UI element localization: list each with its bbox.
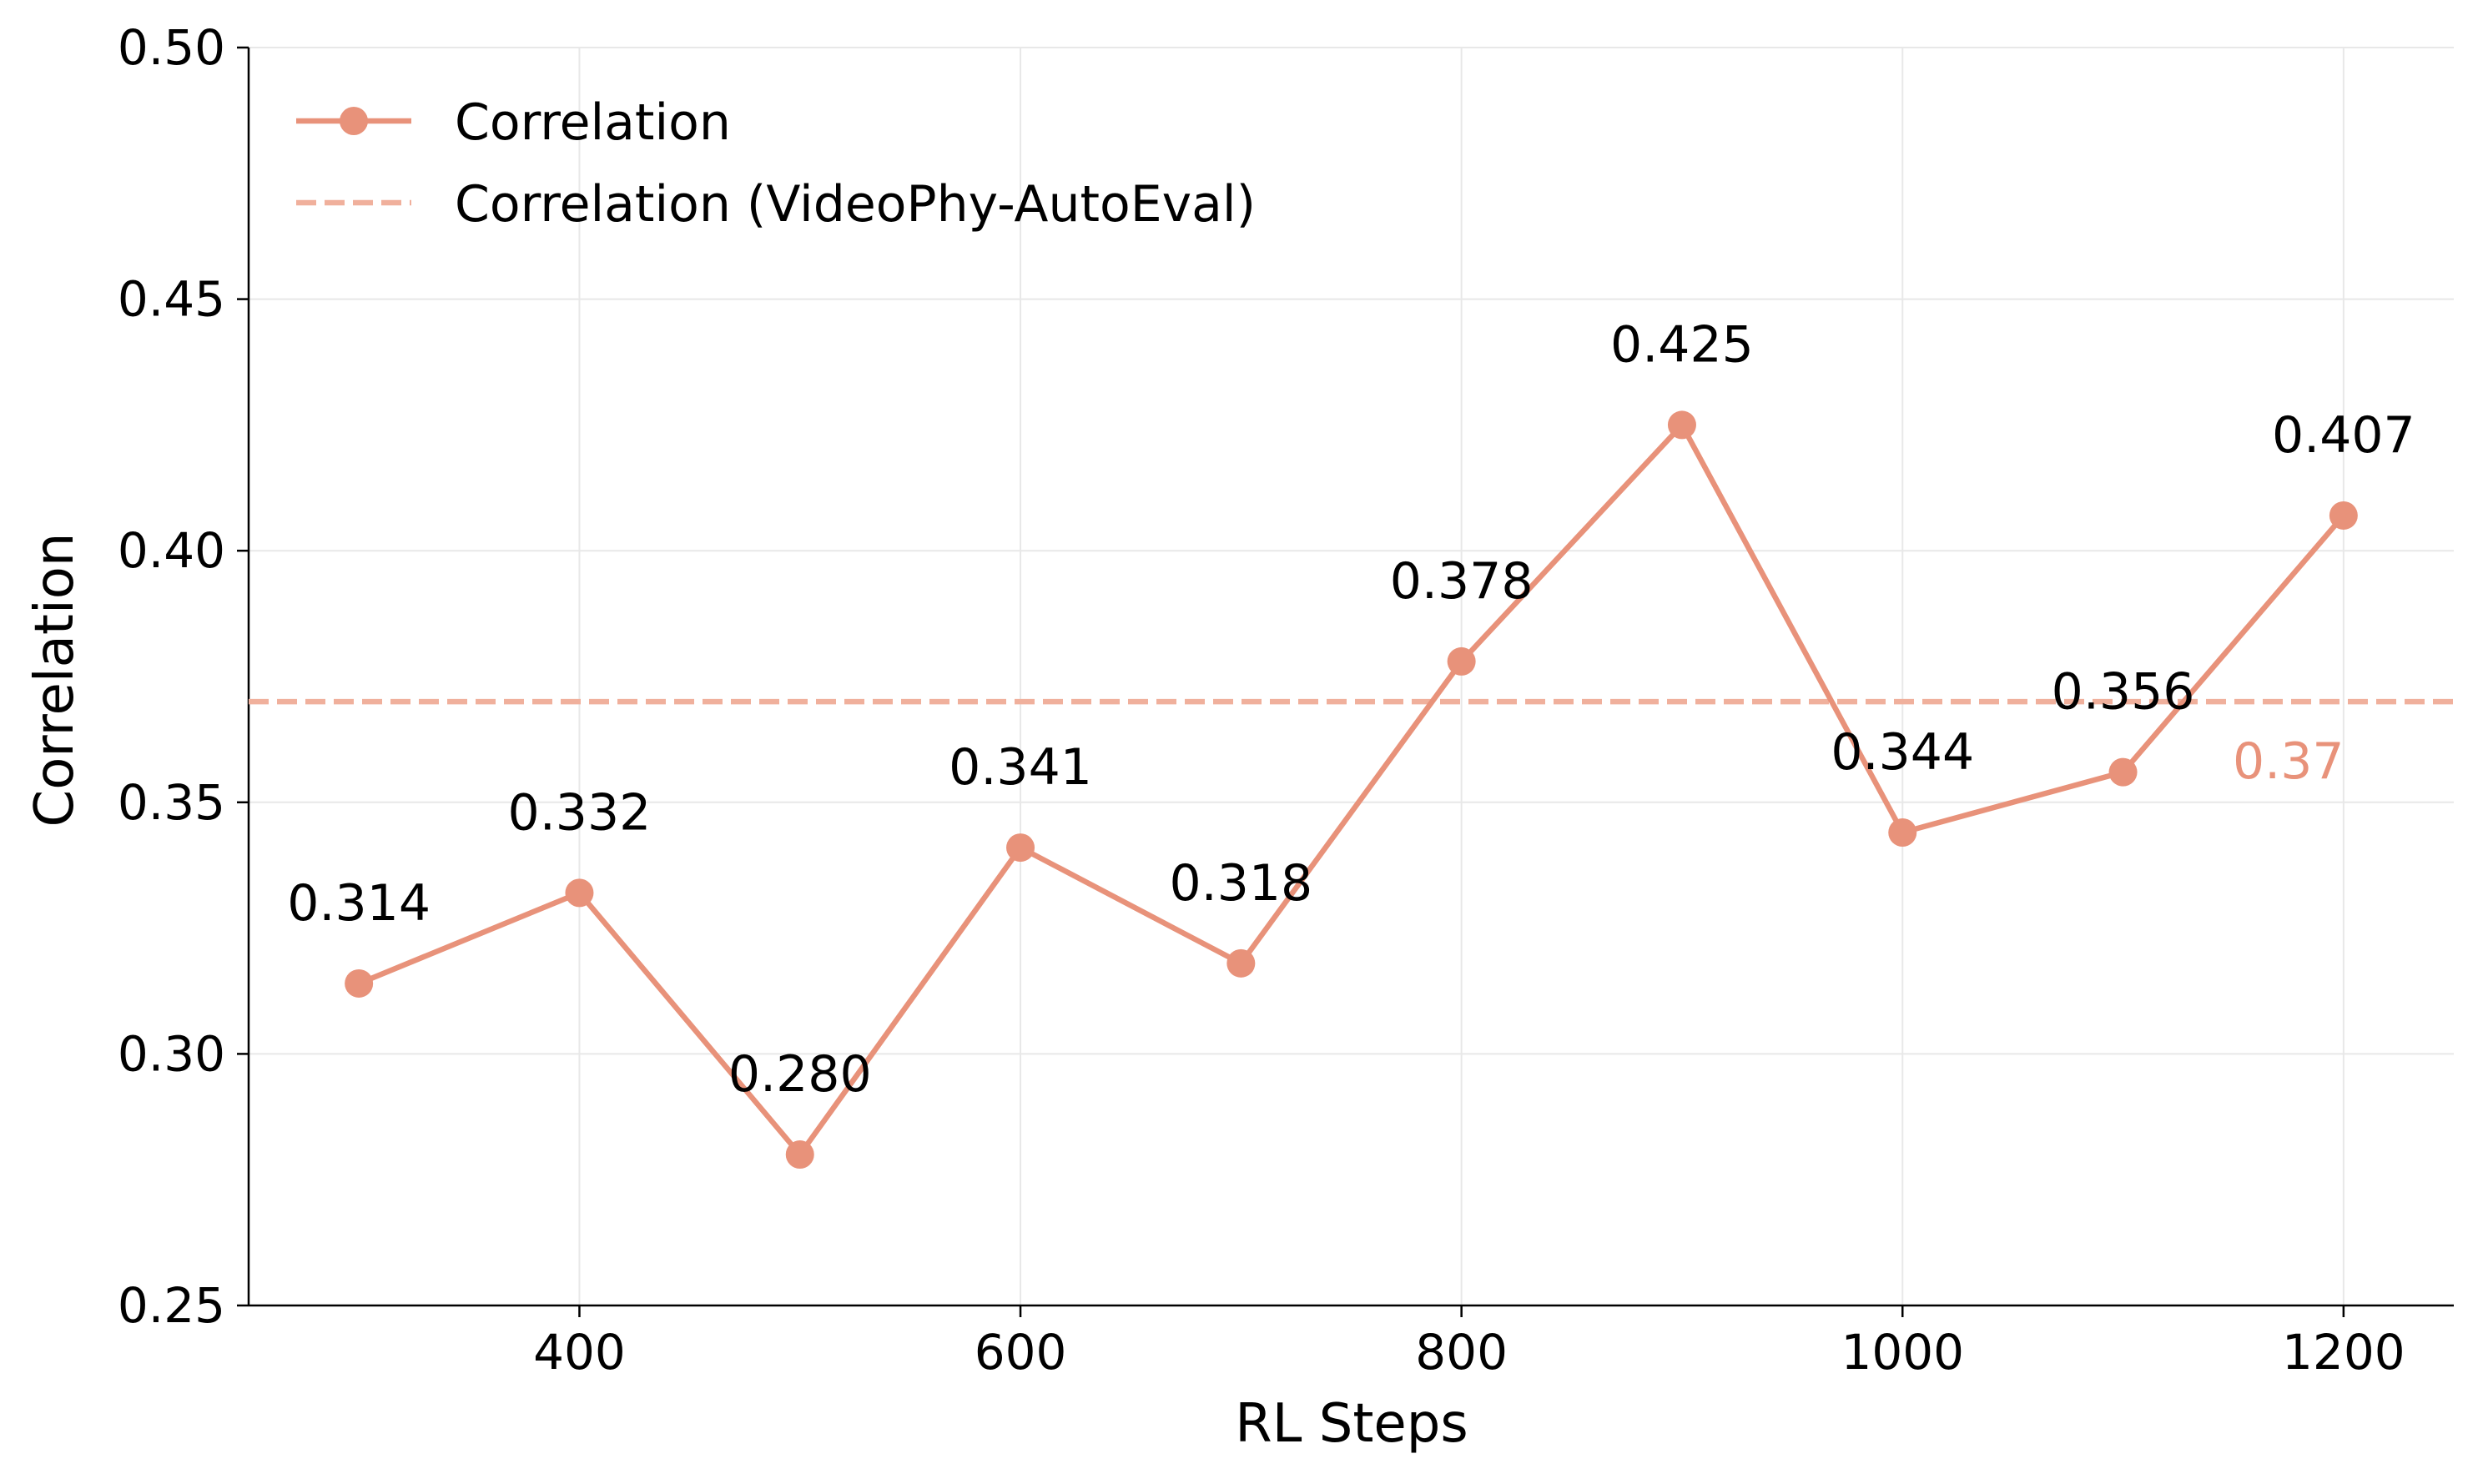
data-label: 0.378 xyxy=(1390,552,1534,611)
ticks: 400 600 800 1000 1200 0.25 0.30 0.35 0.40 0.45 0.5… xyxy=(118,19,2405,1381)
data-point xyxy=(2329,501,2358,530)
x-tick-label: 800 xyxy=(1415,1324,1508,1381)
y-tick-label: 0.30 xyxy=(118,1025,225,1082)
y-tick-label: 0.45 xyxy=(118,271,225,328)
x-tick-label: 1200 xyxy=(2282,1324,2405,1381)
legend-reference-label: Correlation (VideoPhy-AutoEval) xyxy=(455,175,1256,234)
x-axis-label: RL Steps xyxy=(1235,1393,1468,1455)
y-tick-label: 0.35 xyxy=(118,774,225,831)
data-point xyxy=(785,1140,814,1170)
data-point xyxy=(1667,410,1696,440)
data-point xyxy=(1226,948,1256,978)
data-point xyxy=(345,968,374,998)
data-label: 0.314 xyxy=(287,874,431,933)
y-tick-label: 0.50 xyxy=(118,19,225,76)
data-label: 0.344 xyxy=(1831,723,1974,782)
axes xyxy=(247,48,2454,1307)
data-label: 0.280 xyxy=(728,1045,872,1104)
data-point xyxy=(565,878,594,908)
y-axis-label: Correlation xyxy=(24,533,86,828)
data-label: 0.332 xyxy=(508,783,652,842)
y-tick-label: 0.40 xyxy=(118,522,225,579)
legend-correlation-label: Correlation xyxy=(455,93,731,152)
x-tick-label: 400 xyxy=(533,1324,626,1381)
y-tick-label: 0.25 xyxy=(118,1277,225,1334)
data-point xyxy=(1888,817,1917,847)
reference-line-label: 0.37 xyxy=(2233,732,2345,791)
data-point xyxy=(1447,646,1476,676)
x-tick-label: 600 xyxy=(975,1324,1067,1381)
reference-lines: 0.37 xyxy=(249,698,2454,791)
series xyxy=(345,410,2358,1170)
data-label: 0.318 xyxy=(1169,854,1312,913)
data-labels: 0.314 0.332 0.280 0.341 0.318 0.378 0.425 0.344… xyxy=(287,315,2415,1104)
legend: Correlation Correlation (VideoPhy-AutoEv… xyxy=(296,93,1256,234)
x-tick-label: 1000 xyxy=(1841,1324,1964,1381)
data-label: 0.341 xyxy=(949,738,1092,797)
data-label: 0.356 xyxy=(2052,663,2195,722)
data-point xyxy=(2108,757,2138,787)
series-line xyxy=(357,422,2346,1158)
data-label: 0.407 xyxy=(2272,406,2415,465)
legend-correlation-swatch-marker xyxy=(340,107,368,135)
data-point xyxy=(1006,833,1035,863)
data-label: 0.425 xyxy=(1610,315,1754,374)
